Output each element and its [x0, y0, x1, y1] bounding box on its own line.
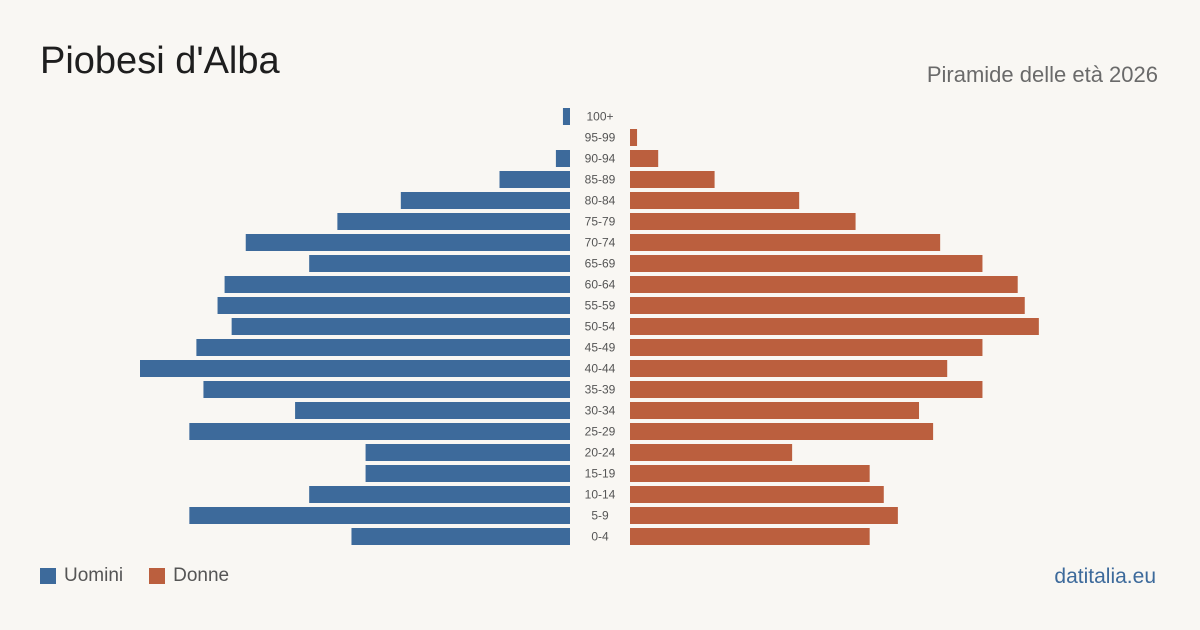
bar-male-15-19 [365, 465, 570, 482]
age-label-10-14: 10-14 [585, 488, 616, 502]
page-title: Piobesi d'Alba [40, 40, 280, 82]
bar-male-90-94 [555, 150, 570, 167]
legend-item-female: Donne [149, 565, 229, 587]
age-label-35-39: 35-39 [585, 383, 616, 397]
age-label-55-59: 55-59 [585, 299, 616, 313]
bar-female-65-69 [630, 255, 983, 272]
bar-male-55-59 [217, 297, 570, 314]
bar-male-80-84 [400, 192, 570, 209]
source-link[interactable]: datitalia.eu [1054, 565, 1156, 588]
bar-female-70-74 [630, 234, 941, 251]
age-label-45-49: 45-49 [585, 341, 616, 355]
legend-item-male: Uomini [40, 565, 123, 587]
bar-male-50-54 [231, 318, 570, 335]
bar-male-30-34 [295, 402, 570, 419]
legend-label-male: Uomini [64, 565, 124, 586]
bar-male-75-79 [337, 213, 570, 230]
bar-female-10-14 [630, 486, 884, 503]
bar-female-15-19 [630, 465, 870, 482]
bar-female-0-4 [630, 528, 870, 545]
age-label-85-89: 85-89 [585, 173, 616, 187]
bar-female-95-99 [630, 129, 638, 146]
bar-female-55-59 [630, 297, 1025, 314]
bar-male-45-49 [196, 339, 571, 356]
age-label-90-94: 90-94 [585, 152, 616, 166]
bar-female-5-9 [630, 507, 898, 524]
age-label-95-99: 95-99 [585, 131, 616, 145]
bar-male-0-4 [351, 528, 570, 545]
bar-male-5-9 [189, 507, 570, 524]
bar-female-85-89 [630, 171, 715, 188]
bar-female-80-84 [630, 192, 800, 209]
age-label-15-19: 15-19 [585, 467, 616, 481]
age-label-80-84: 80-84 [585, 194, 616, 208]
bar-female-75-79 [630, 213, 856, 230]
age-label-0-4: 0-4 [591, 530, 609, 544]
bar-male-35-39 [203, 381, 570, 398]
bar-female-35-39 [630, 381, 983, 398]
bar-female-90-94 [630, 150, 659, 167]
age-label-20-24: 20-24 [585, 446, 616, 460]
bar-female-20-24 [630, 444, 793, 461]
age-label-60-64: 60-64 [585, 278, 616, 292]
age-label-70-74: 70-74 [585, 236, 616, 250]
bar-female-50-54 [630, 318, 1039, 335]
legend-swatch-male [40, 568, 56, 584]
bar-male-20-24 [365, 444, 570, 461]
bar-female-25-29 [630, 423, 934, 440]
bar-male-60-64 [224, 276, 571, 293]
age-label-40-44: 40-44 [585, 362, 616, 376]
bar-female-60-64 [630, 276, 1018, 293]
bar-male-10-14 [309, 486, 570, 503]
bar-male-85-89 [499, 171, 570, 188]
legend-swatch-female [149, 568, 166, 584]
bar-male-65-69 [309, 255, 570, 272]
age-label-65-69: 65-69 [585, 257, 616, 271]
age-label-50-54: 50-54 [585, 320, 616, 334]
bar-male-25-29 [189, 423, 570, 440]
age-label-30-34: 30-34 [585, 404, 616, 418]
bar-female-30-34 [630, 402, 920, 419]
age-label-25-29: 25-29 [585, 425, 616, 439]
bar-female-45-49 [630, 339, 983, 356]
legend: Uomini Donne [40, 565, 255, 587]
legend-label-female: Donne [173, 565, 230, 586]
age-label-75-79: 75-79 [585, 215, 616, 229]
bar-male-70-74 [245, 234, 570, 251]
bar-male-100plus [562, 108, 570, 125]
bar-female-40-44 [630, 360, 948, 377]
age-label-5-9: 5-9 [591, 509, 609, 523]
bar-male-40-44 [140, 360, 570, 377]
age-label-100plus: 100+ [586, 110, 613, 124]
chart-subtitle: Piramide delle età 2026 [926, 62, 1158, 87]
